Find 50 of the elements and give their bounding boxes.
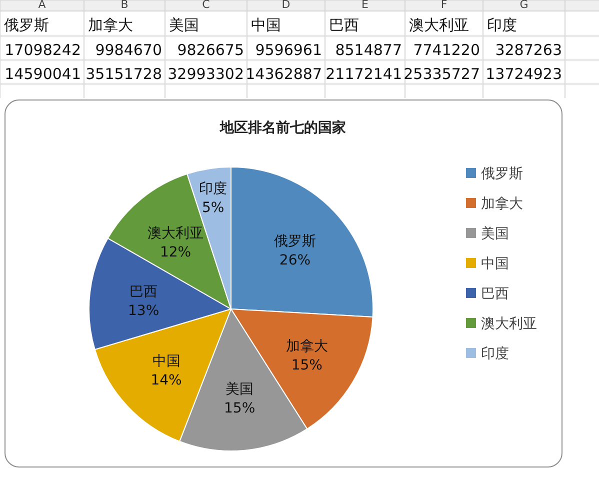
text: F bbox=[440, 0, 448, 11]
slice-label: 中国 bbox=[152, 354, 180, 370]
legend-label: 巴西 bbox=[481, 286, 509, 302]
legend-label: 印度 bbox=[481, 346, 509, 362]
text: 14362887 bbox=[246, 65, 322, 83]
slice-label: 巴西 bbox=[130, 284, 158, 300]
text: 8514877 bbox=[335, 41, 402, 59]
text: 9826675 bbox=[177, 41, 244, 59]
slice-label: 加拿大 bbox=[286, 338, 328, 355]
text: 9984670 bbox=[95, 41, 162, 59]
text: 13724923 bbox=[486, 65, 562, 83]
slice-label: 澳大利亚 bbox=[148, 226, 204, 242]
data-label: 5% bbox=[202, 200, 224, 216]
text: 印度 bbox=[487, 16, 517, 34]
data-label: 15% bbox=[291, 358, 322, 374]
text: 25335727 bbox=[404, 65, 480, 83]
slice-label: 美国 bbox=[226, 382, 254, 398]
data-label: 26% bbox=[279, 252, 311, 269]
text: 中国 bbox=[251, 16, 281, 34]
text: A bbox=[38, 0, 46, 11]
legend-label: 澳大利亚 bbox=[481, 316, 537, 332]
data-label: 13% bbox=[128, 302, 160, 319]
text: 9596961 bbox=[255, 41, 322, 59]
legend-label: 中国 bbox=[481, 256, 509, 272]
data-label: 14% bbox=[150, 372, 182, 389]
text: G bbox=[520, 0, 528, 11]
legend-label: 加拿大 bbox=[481, 196, 523, 212]
text: 美国 bbox=[169, 16, 199, 34]
text: B bbox=[120, 0, 128, 11]
chart-title: 地区排名前七的国家 bbox=[219, 119, 346, 136]
text: E bbox=[362, 0, 369, 11]
text: 14590041 bbox=[4, 65, 81, 83]
text: D bbox=[282, 0, 290, 11]
text: 7741220 bbox=[413, 41, 480, 59]
text: 3287263 bbox=[495, 41, 562, 59]
text: 俄罗斯 bbox=[4, 16, 49, 34]
data-label: 12% bbox=[160, 244, 192, 261]
text: 35151728 bbox=[86, 65, 162, 83]
slice-label: 俄罗斯 bbox=[274, 234, 316, 250]
text: 17098242 bbox=[4, 41, 81, 59]
legend-label: 美国 bbox=[481, 226, 509, 242]
text: 加拿大 bbox=[88, 16, 133, 34]
data-label: 15% bbox=[224, 400, 256, 417]
text: 32993302 bbox=[168, 65, 244, 83]
text: 巴西 bbox=[329, 16, 359, 34]
legend-label: 俄罗斯 bbox=[481, 166, 523, 182]
text: 澳大利亚 bbox=[409, 16, 469, 34]
text: 21172141 bbox=[326, 65, 402, 83]
slice-label: 印度 bbox=[199, 180, 228, 197]
text: C bbox=[202, 0, 210, 11]
